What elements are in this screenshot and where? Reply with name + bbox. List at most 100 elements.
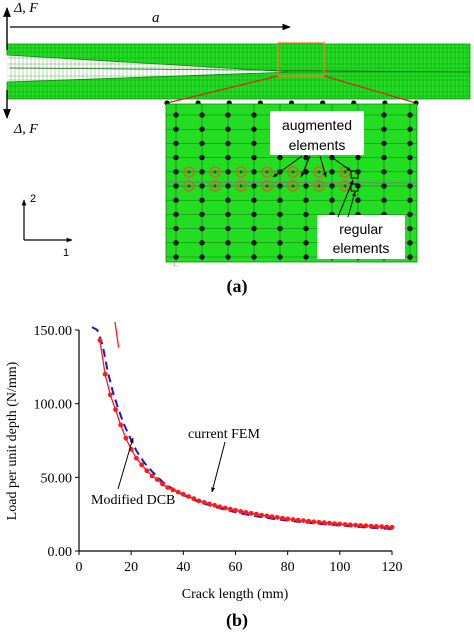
current-fem-point	[342, 522, 348, 527]
mesh-node	[225, 240, 231, 246]
current-fem-point	[118, 422, 124, 428]
mesh-node	[225, 126, 231, 132]
caption-b: (b)	[226, 610, 248, 631]
current-fem-point	[233, 507, 238, 513]
augmented-element-center	[265, 184, 269, 188]
current-fem-point	[337, 521, 343, 527]
y-tick-label: 150.00	[34, 324, 73, 339]
mesh-node	[173, 197, 179, 203]
current-fem-point	[327, 520, 332, 526]
augmented-element-marker	[261, 166, 273, 178]
mesh-node	[199, 140, 205, 147]
inset-crack-line	[165, 181, 418, 184]
mesh-node	[251, 140, 257, 147]
crack-length-label: a	[152, 10, 160, 26]
series-modified-dcb	[91, 326, 393, 530]
mesh-node	[381, 197, 387, 203]
mesh-node	[225, 254, 231, 260]
mesh-node	[199, 254, 205, 260]
mesh-node	[173, 211, 179, 218]
mesh-node	[407, 211, 413, 218]
load-label-bottom: Δ, F	[13, 122, 38, 137]
augmented-element-marker	[209, 166, 221, 178]
mesh-node	[407, 197, 413, 203]
current-fem-point	[316, 519, 322, 525]
mesh-node	[199, 112, 205, 118]
current-fem-point	[144, 468, 150, 474]
mesh-node	[173, 112, 179, 118]
mesh-node	[225, 140, 231, 147]
mesh-node	[277, 211, 283, 218]
mesh-node	[407, 126, 413, 132]
augmented-element-center	[187, 184, 191, 188]
current-fem-point	[368, 523, 374, 529]
zoom-connector-right	[323, 75, 417, 104]
regular-marker-1	[350, 170, 359, 179]
y-axis-label: Load per unit depth (N/mm)	[5, 361, 20, 520]
annotation-modified-dcb: Modified DCB	[91, 493, 175, 508]
mesh-node	[303, 211, 309, 218]
augmented-element-marker	[235, 180, 247, 192]
mesh-node	[329, 183, 335, 189]
current-fem-point	[227, 506, 233, 512]
current-fem-point	[280, 515, 285, 521]
augmented-element-center	[187, 170, 191, 174]
mesh-node	[251, 169, 257, 175]
mesh-node	[199, 126, 205, 132]
augmented-element-center	[265, 170, 269, 174]
mesh-node	[407, 169, 413, 175]
y-tick-label: 100.00	[34, 398, 73, 413]
mesh-node	[303, 254, 309, 260]
augmented-element-marker	[313, 166, 325, 178]
mesh-node	[381, 154, 387, 161]
augmented-element-center	[343, 170, 347, 174]
augmented-element-marker	[287, 166, 299, 178]
specimen-mesh	[6, 42, 471, 100]
y-tick-label: 50.00	[41, 471, 73, 486]
x-tick-label: 60	[229, 560, 243, 575]
mesh-node	[225, 197, 231, 203]
mesh-node	[225, 225, 231, 232]
mesh-node	[199, 154, 205, 161]
current-fem-point	[191, 496, 197, 502]
mesh-node	[303, 225, 309, 232]
augmented-callout-arrows	[272, 155, 352, 178]
augmented-element-center	[343, 184, 347, 188]
mesh-node	[251, 240, 257, 246]
current-fem-point	[134, 455, 139, 461]
x-axis-label: Crack length (mm)	[182, 587, 289, 602]
mesh-node	[251, 254, 257, 260]
augmented-element-center	[239, 170, 243, 174]
augmented-element-center	[317, 170, 321, 174]
current-fem-point	[384, 524, 390, 530]
current-fem-point	[353, 522, 358, 528]
current-fem-point	[139, 462, 145, 468]
zoom-box	[277, 42, 325, 77]
x-tick-label: 120	[382, 560, 403, 575]
mesh-node	[381, 183, 387, 189]
mesh-node	[173, 240, 179, 246]
regular-marker-2	[350, 183, 359, 192]
y-ticks: 0.00 50.00 100.00 150.00	[34, 324, 79, 560]
current-fem-point	[149, 473, 155, 479]
fem-curve-tail	[114, 321, 120, 348]
x-tick-label: 0	[76, 560, 83, 575]
mesh-node	[277, 225, 283, 232]
mesh-node	[407, 254, 413, 260]
current-fem-point	[154, 477, 160, 482]
mesh-node	[303, 197, 309, 203]
mesh-node	[303, 154, 309, 161]
mesh-node	[381, 140, 387, 147]
mesh-node	[251, 183, 257, 189]
mesh-node	[173, 154, 179, 161]
mesh-node	[407, 183, 413, 189]
mesh-node	[355, 154, 361, 161]
crack-front-line	[9, 67, 471, 73]
augmented-element-center	[291, 184, 295, 188]
mesh-node	[199, 183, 205, 189]
mesh-node	[407, 140, 413, 147]
current-fem-point	[186, 494, 192, 499]
current-fem-point	[264, 513, 270, 519]
current-fem-point	[201, 500, 207, 505]
